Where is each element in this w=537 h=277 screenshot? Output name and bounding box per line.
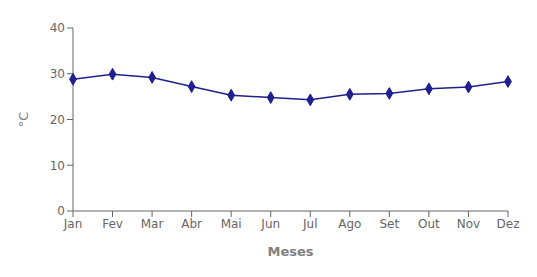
svg-text:Out: Out: [418, 217, 440, 231]
svg-text:Ago: Ago: [338, 217, 361, 231]
svg-text:Jul: Jul: [302, 217, 317, 231]
svg-text:Fev: Fev: [102, 217, 123, 231]
svg-text:Mar: Mar: [141, 217, 164, 231]
svg-text:0: 0: [57, 204, 65, 218]
svg-text:20: 20: [50, 113, 65, 127]
svg-text:40: 40: [50, 21, 65, 35]
svg-text:Mai: Mai: [221, 217, 242, 231]
svg-text:Jun: Jun: [260, 217, 280, 231]
svg-text:Abr: Abr: [181, 217, 202, 231]
svg-text:Dez: Dez: [497, 217, 520, 231]
svg-text:°C: °C: [16, 112, 31, 128]
svg-text:10: 10: [50, 159, 65, 173]
svg-text:Jan: Jan: [63, 217, 83, 231]
svg-text:30: 30: [50, 67, 65, 81]
svg-text:Set: Set: [380, 217, 400, 231]
svg-text:Nov: Nov: [457, 217, 480, 231]
svg-text:Meses: Meses: [267, 244, 313, 259]
